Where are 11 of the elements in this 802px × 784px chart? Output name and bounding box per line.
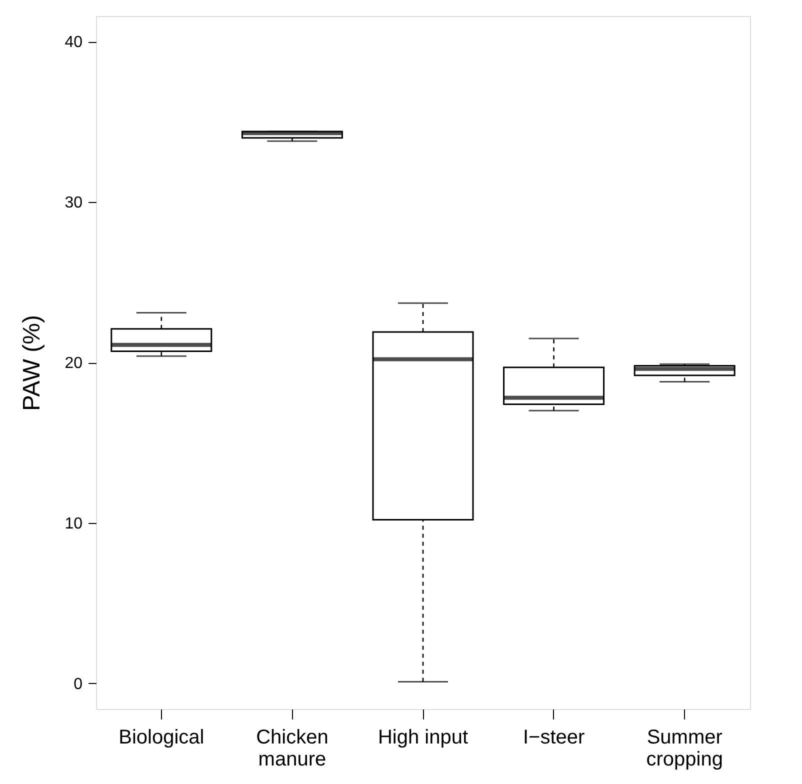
x-tick-label: Summer cropping <box>646 726 723 770</box>
x-tick-label: High input <box>378 726 468 748</box>
x-tick-label: I−steer <box>522 726 585 748</box>
y-tick-label: 40 <box>64 34 83 52</box>
y-tick-label: 0 <box>74 676 83 693</box>
y-axis-title: PAW (%) <box>18 315 46 411</box>
x-tick-label: Biological <box>118 726 204 748</box>
y-tick-label: 30 <box>64 194 83 212</box>
y-tick-label: 10 <box>64 515 83 532</box>
y-tick-label: 20 <box>64 355 83 372</box>
x-tick-label: Chicken manure <box>256 726 328 770</box>
